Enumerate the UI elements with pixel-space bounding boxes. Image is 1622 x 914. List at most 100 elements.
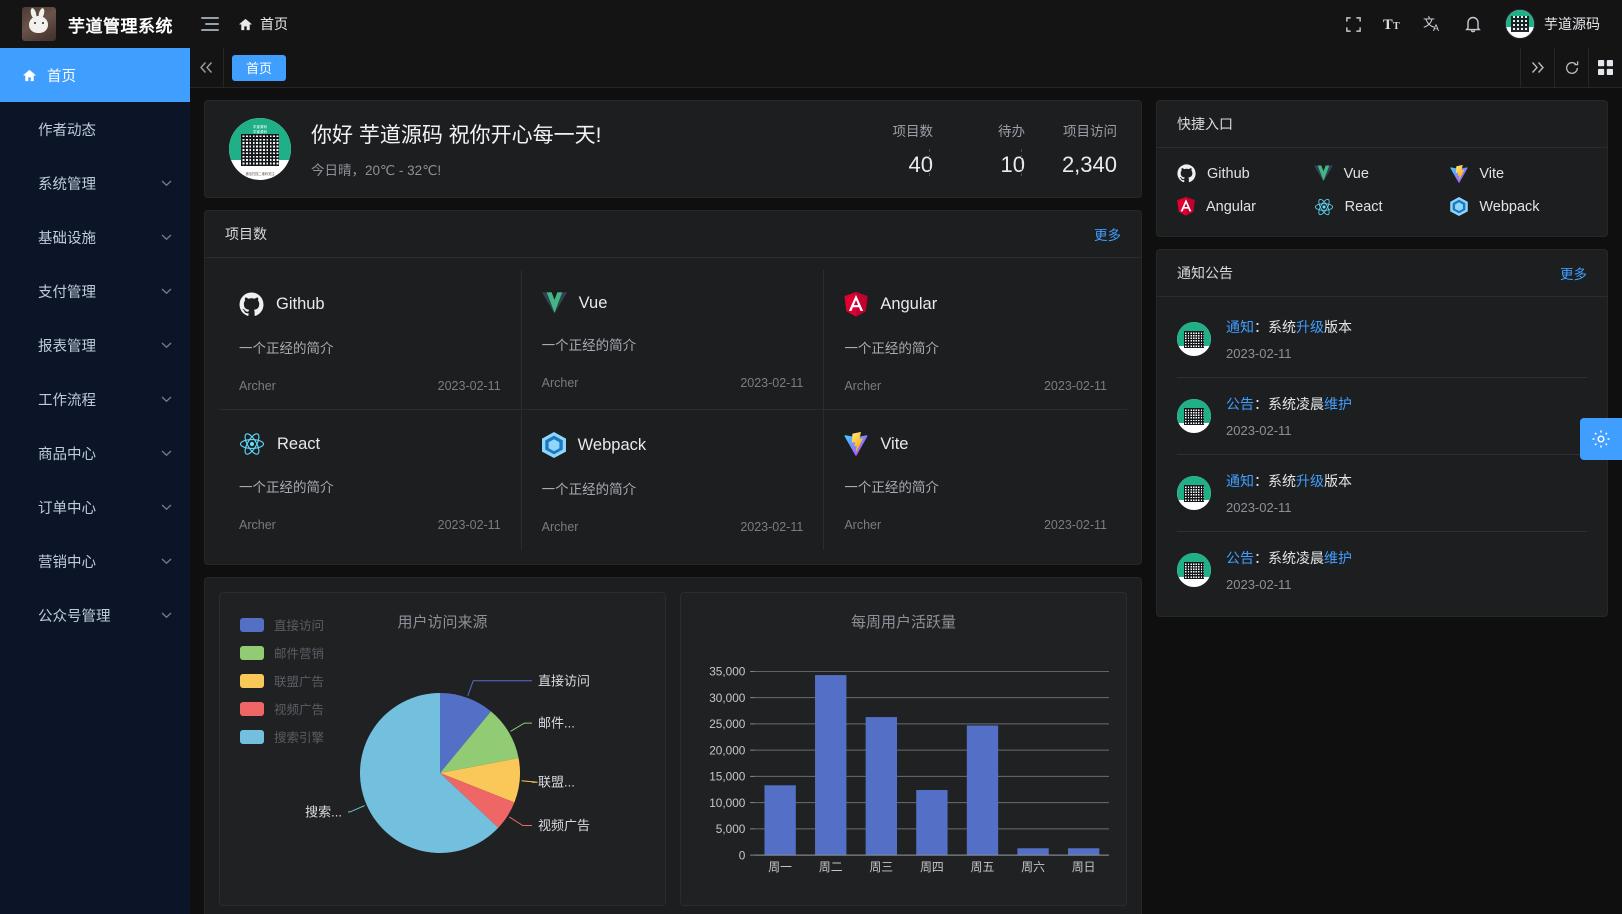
bell-icon[interactable] (1453, 0, 1493, 48)
vite-icon (844, 432, 868, 456)
sidebar-item-workflow[interactable]: 工作流程 (0, 372, 190, 426)
quick-item-label: Vite (1479, 165, 1505, 182)
quick-item-react[interactable]: React (1314, 197, 1451, 216)
notice-item[interactable]: 通知：系统升级版本 2023-02-11 (1177, 455, 1587, 532)
notice-sep: ：系统凌晨 (1254, 396, 1324, 412)
legend-label: 邮件营销 (274, 647, 325, 661)
project-card[interactable]: React 一个正经的简介 Archer 2023-02-11 (219, 410, 522, 550)
sidebar-item-order[interactable]: 订单中心 (0, 480, 190, 534)
quick-item-github[interactable]: Github (1177, 164, 1314, 183)
chevron-down-icon (161, 504, 172, 511)
sidebar-item-payment[interactable]: 支付管理 (0, 264, 190, 318)
project-date: 2023-02-11 (1043, 379, 1107, 393)
chevron-left-double-icon[interactable] (190, 47, 224, 88)
sidebar-item-home[interactable]: 首页 (0, 48, 190, 102)
brand[interactable]: 芋道管理系统 (0, 7, 190, 41)
projects-card-header: 项目数 更多 (205, 211, 1141, 258)
pie-slice[interactable] (360, 693, 499, 853)
notice-sep: ：系统凌晨 (1254, 550, 1324, 566)
projects-more-link[interactable]: 更多 (1094, 228, 1121, 243)
project-date: 2023-02-11 (437, 379, 501, 393)
notice-avatar (1177, 476, 1211, 510)
hamburger-icon[interactable] (190, 17, 230, 31)
bar[interactable] (916, 790, 948, 856)
project-name: React (277, 434, 321, 453)
fullscreen-icon[interactable] (1333, 0, 1373, 48)
breadcrumb[interactable]: 首页 (238, 14, 288, 34)
refresh-icon[interactable] (1554, 47, 1588, 88)
project-name: Webpack (577, 435, 647, 454)
y-tick-label: 15,000 (709, 770, 746, 784)
bar[interactable] (764, 785, 796, 856)
legend-item[interactable]: 联盟广告 (240, 671, 324, 690)
notice-tail: 版本 (1324, 319, 1352, 335)
pie-slice[interactable] (440, 693, 491, 773)
github-icon (239, 292, 264, 317)
legend-item[interactable]: 直接访问 (240, 615, 324, 634)
pie-leader-line (508, 816, 532, 827)
quick-item-angular[interactable]: Angular (1177, 197, 1314, 216)
quick-item-webpack[interactable]: Webpack (1450, 197, 1587, 216)
sidebar-item-mp[interactable]: 公众号管理 (0, 588, 190, 642)
bar[interactable] (815, 675, 847, 856)
react-icon (1314, 198, 1334, 216)
notice-item[interactable]: 公告：系统凌晨维护 2023-02-11 (1177, 378, 1587, 455)
legend-item[interactable]: 搜索引擎 (240, 727, 324, 746)
sidebar-item-system[interactable]: 系统管理 (0, 156, 190, 210)
quick-entry-header: 快捷入口 (1157, 101, 1607, 148)
project-card[interactable]: Vue 一个正经的简介 Archer 2023-02-11 (521, 270, 825, 410)
left-column: 芋道源码芋道源码关注我 微信扫描二维码关注 你好 芋道源码 祝你开心每一天! 今… (204, 100, 1142, 914)
pie-slice[interactable] (440, 773, 515, 828)
quick-item-vue[interactable]: Vue (1313, 164, 1451, 183)
main-content: 首页 (190, 47, 1622, 914)
bar[interactable] (1017, 848, 1049, 856)
project-card[interactable]: Github 一个正经的简介 Archer 2023-02-11 (219, 270, 522, 410)
legend-swatch (240, 701, 264, 716)
bar-chart-svg: 0 5,000 10,000 15,000 20,000 25,000 30,000 35,0… (709, 665, 1109, 874)
legend-item[interactable]: 视频广告 (240, 699, 324, 718)
home-icon (22, 68, 37, 83)
notice-title: 通知：系统升级版本 (1226, 471, 1587, 491)
sidebar-item-product[interactable]: 商品中心 (0, 426, 190, 480)
project-card[interactable]: Vite 一个正经的简介 Archer 2023-02-11 (824, 410, 1127, 550)
bar[interactable] (1067, 848, 1100, 856)
notice-highlight: 维护 (1324, 396, 1352, 412)
project-card[interactable]: Angular 一个正经的简介 Archer 2023-02-11 (824, 270, 1127, 410)
chevron-down-icon (161, 558, 172, 565)
greeting-text: 你好 芋道源码 祝你开心每一天! (311, 124, 602, 147)
x-tick-label: 周四 (920, 860, 944, 874)
quick-item-vite[interactable]: Vite (1450, 164, 1587, 183)
pie-slice[interactable] (440, 758, 520, 803)
project-date: 2023-02-11 (740, 376, 804, 390)
legend-item[interactable]: 邮件营销 (240, 643, 324, 662)
bar[interactable] (865, 717, 897, 856)
translate-icon[interactable]: 文 A (1413, 0, 1453, 48)
quick-item-label: Vue (1343, 165, 1369, 182)
svg-text:文: 文 (1423, 16, 1435, 30)
stat-label: 待办 (998, 124, 1025, 139)
sidebar: 首页 作者动态 系统管理 基础设施 支付管理 报表管理 工作流程 (0, 48, 190, 914)
notice-item[interactable]: 通知：系统升级版本 2023-02-11 (1177, 301, 1587, 378)
stats-group: 项目数 40 待办 10 项目访问 2,340 (841, 120, 1118, 178)
x-tick-label: 周二 (819, 860, 843, 874)
settings-fab[interactable] (1580, 418, 1622, 460)
bar[interactable] (966, 725, 999, 856)
project-card[interactable]: Webpack 一个正经的简介 Archer 2023-02-11 (522, 410, 825, 550)
legend-label: 搜索引擎 (274, 731, 325, 745)
sidebar-item-infra[interactable]: 基础设施 (0, 210, 190, 264)
welcome-avatar: 芋道源码芋道源码关注我 微信扫描二维码关注 (229, 118, 291, 180)
pie-slice[interactable] (440, 711, 519, 773)
sidebar-item-marketing[interactable]: 营销中心 (0, 534, 190, 588)
sidebar-item-author-news[interactable]: 作者动态 (0, 102, 190, 156)
grid-icon[interactable] (1588, 47, 1622, 88)
sidebar-item-report[interactable]: 报表管理 (0, 318, 190, 372)
pie-chart: 用户访问来源 直接访问 邮件营销 (219, 592, 666, 906)
chevron-right-double-icon[interactable] (1520, 47, 1554, 88)
tab-home[interactable]: 首页 (232, 54, 287, 81)
notice-item[interactable]: 公告：系统凌晨维护 2023-02-11 (1177, 532, 1587, 608)
user-menu[interactable]: 芋道源码 (1493, 9, 1606, 39)
notice-title: 通知：系统升级版本 (1226, 317, 1587, 337)
project-desc: 一个正经的简介 (239, 480, 334, 495)
notices-more-link[interactable]: 更多 (1560, 267, 1587, 282)
